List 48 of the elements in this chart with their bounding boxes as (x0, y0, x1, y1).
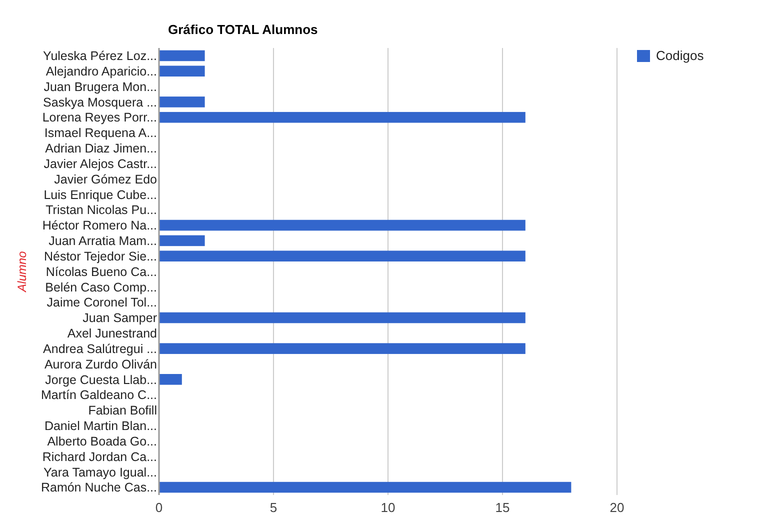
y-tick-label: Yara Tamayo Igual... (44, 465, 157, 480)
y-tick-label: Yuleska Pérez Loz... (43, 49, 157, 64)
x-tick-label: 10 (380, 500, 396, 515)
y-tick-label: Axel Junestrand (67, 326, 158, 341)
bar (159, 250, 526, 262)
y-tick-label: Richard Jordan Ca... (42, 450, 157, 464)
x-tick-label: 5 (270, 500, 278, 515)
x-tick-label: 15 (495, 500, 510, 515)
bar (159, 482, 572, 493)
legend-label: Codigos (656, 48, 704, 63)
y-tick-label: Adrian Diaz Jimen... (45, 142, 157, 156)
y-tick-label: Juan Samper (82, 311, 157, 326)
bar (159, 112, 526, 123)
y-tick-label: Juan Arratia Mam... (48, 234, 157, 248)
chart-title: Gráfico TOTAL Alumnos (168, 22, 318, 37)
bar (159, 374, 182, 385)
bar (159, 66, 205, 77)
y-tick-label: Aurora Zurdo Oliván (44, 357, 158, 372)
y-tick-label: Ismael Requena A... (44, 126, 157, 140)
y-tick-label: Belén Caso Comp... (45, 280, 157, 294)
bar (159, 235, 205, 246)
y-axis-title: Alumno (15, 250, 29, 293)
y-tick-label: Saskya Mosquera ... (43, 95, 157, 110)
y-tick-label: Andrea Salútregui ... (43, 342, 157, 356)
y-tick-label: Néstor Tejedor Sie... (44, 249, 157, 264)
bar (159, 220, 526, 231)
y-tick-label: Ramón Nuche Cas... (40, 480, 157, 495)
y-tick-label: Héctor Romero Na... (42, 218, 157, 233)
y-tick-label: Luis Enrique Cube... (44, 188, 157, 202)
y-tick-label: Tristan Nicolas Pu... (46, 203, 157, 218)
y-tick-label: Nícolas Bueno Ca... (46, 264, 157, 279)
x-tick-label: 20 (610, 500, 624, 515)
y-tick-label: Alejandro Aparicio... (46, 64, 157, 78)
bar (159, 50, 205, 62)
bar (159, 96, 205, 108)
bar (159, 312, 526, 324)
y-tick-label: Fabian Bofill (88, 404, 157, 418)
bar (159, 343, 526, 354)
x-tick-label: 0 (155, 500, 163, 515)
y-tick-label: Jorge Cuesta Llab... (45, 372, 157, 387)
y-tick-label: Alberto Boada Go... (47, 434, 157, 448)
y-tick-label: Martín Galdeano C... (40, 388, 157, 402)
y-tick-label: Juan Brugera Mon... (44, 80, 157, 94)
y-tick-label: Lorena Reyes Porr... (42, 110, 157, 125)
y-tick-label: Javier Gómez Edo (54, 172, 158, 186)
y-tick-label: Daniel Martin Blan... (44, 419, 157, 434)
y-tick-label: Jaime Coronel Tol... (46, 296, 157, 310)
y-tick-label: Javier Alejos Castr... (44, 156, 157, 171)
